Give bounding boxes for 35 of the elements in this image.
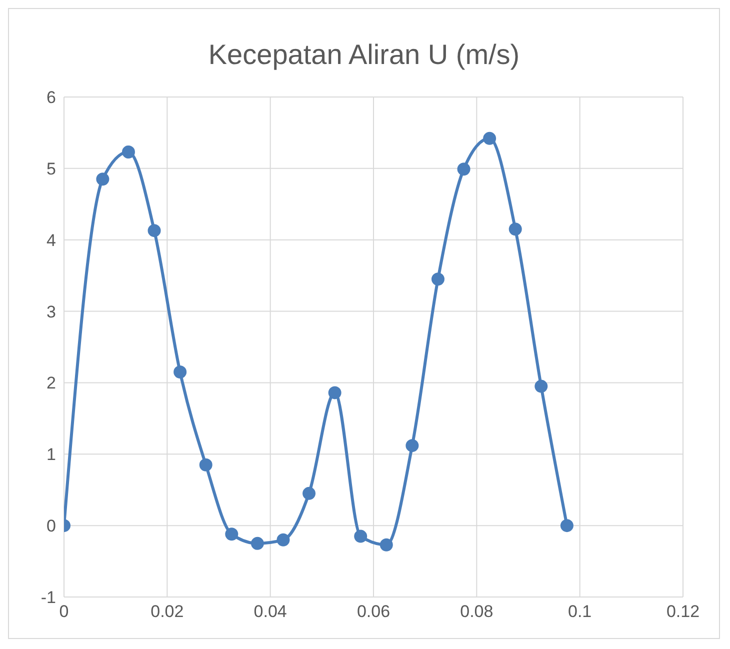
x-tick-label: 0.04: [254, 602, 287, 622]
x-tick-label: 0.08: [460, 602, 494, 622]
x-tick-label: 0.12: [666, 602, 700, 622]
point: [431, 272, 444, 286]
point: [174, 366, 187, 378]
point: [250, 536, 264, 550]
point: [328, 386, 342, 400]
x-tick-label: 0: [59, 602, 69, 622]
y-tick-label: 3: [46, 302, 56, 322]
x-tick-label: 0.06: [356, 602, 390, 622]
point: [508, 222, 522, 236]
y-tick-label: 4: [46, 230, 56, 250]
y-tick-label: 1: [46, 445, 56, 464]
point: [302, 486, 316, 500]
point: [122, 146, 135, 158]
y-tick-label: 5: [46, 159, 56, 178]
y-tick-label: -1: [40, 588, 56, 608]
point: [276, 533, 290, 546]
point: [225, 528, 238, 541]
x-tick-label: 0.1: [568, 602, 592, 622]
y-tick-label: 0: [46, 516, 56, 536]
point: [199, 458, 212, 472]
point: [406, 439, 419, 452]
chart-title: Kecepatan Aliran U (m/s): [207, 38, 521, 72]
point: [380, 538, 393, 552]
point: [96, 172, 110, 186]
point: [457, 162, 470, 176]
y-tick-label: 2: [46, 374, 56, 393]
point: [148, 224, 161, 238]
point: [483, 132, 496, 145]
point: [354, 530, 368, 543]
point: [534, 380, 548, 393]
y-tick-label: 6: [46, 88, 56, 108]
point: [560, 519, 574, 532]
x-tick-label: 0.02: [150, 602, 184, 622]
